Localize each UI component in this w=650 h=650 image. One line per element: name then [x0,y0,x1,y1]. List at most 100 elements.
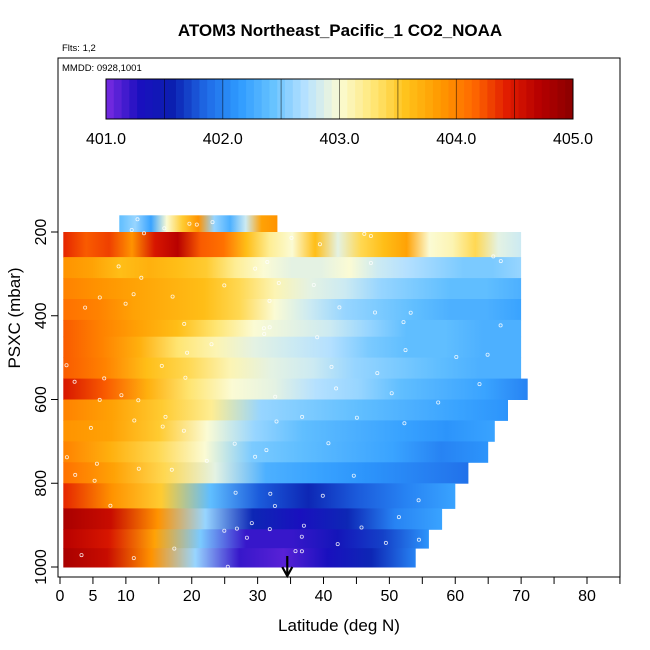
observation-point [233,490,238,495]
colorbar-segment [230,79,239,119]
colorbar [105,78,574,120]
colorbar-segment [261,79,270,119]
colorbar-segment [565,79,574,119]
observation-point [139,275,144,280]
chart-title: ATOM3 Northeast_Pacific_1 CO2_NOAA [178,21,502,40]
heatmap-layer [63,357,522,379]
x-tick-label: 10 [117,588,135,605]
observation-point [272,503,277,508]
heatmap-layer [63,299,522,321]
observation-point [416,498,421,503]
colorbar-segment [238,79,247,119]
observation-point [267,325,272,330]
observation-point [362,231,367,236]
colorbar-segment [495,79,504,119]
observation-point [88,425,93,430]
heatmap-layer [63,378,528,400]
colorbar-tick-label: 405.0 [553,131,593,148]
colorbar-segment [323,79,333,119]
colorbar-segment [401,79,410,119]
observation-point [64,363,69,368]
observation-point [389,391,394,396]
observation-point [477,382,482,387]
observation-point [182,321,187,326]
x-tick-label: 60 [446,588,464,605]
observation-point [267,527,272,532]
colorbar-segment [339,79,348,119]
colorbar-segment [378,79,387,119]
observation-point [359,525,364,530]
heatmap-layer [63,483,456,509]
observation-points [64,217,503,569]
colorbar-segment [526,79,535,119]
colorbar-segment [355,79,364,119]
observation-point [326,441,331,446]
colorbar-segment [121,79,130,119]
y-tick-label: 800 [33,470,50,497]
colorbar-segment [199,79,208,119]
observation-point [181,428,186,433]
colorbar-segment [370,79,379,119]
y-tick-label: 1000 [33,549,50,585]
x-tick-label: 40 [315,588,333,605]
x-tick-label: 30 [249,588,267,605]
colorbar-segment [168,79,177,119]
observation-point [210,220,215,225]
colorbar-segment [137,79,146,119]
x-tick-label: 80 [578,588,596,605]
colorbar-segment [308,79,317,119]
observation-point [135,217,140,222]
observation-point [491,254,496,259]
colorbar-segment [456,79,465,119]
colorbar-segment [285,79,294,119]
colorbar-segment [549,79,558,119]
observation-point [187,221,192,226]
observation-point [183,375,188,380]
colorbar-segment [471,79,480,119]
observation-point [416,537,421,542]
colorbar-segment [432,79,442,119]
observation-point [402,421,407,426]
observation-point [317,242,322,247]
heatmap-layer [63,548,416,568]
y-axis: 200 400 600 800 1000 [33,219,58,585]
observation-point [253,266,258,271]
x-tick-label: 20 [183,588,201,605]
heatmap-layer [63,278,522,300]
observation-point [72,379,77,384]
observation-point [119,393,124,398]
observation-point [163,414,168,419]
observation-point [454,354,459,359]
y-tick-label: 200 [33,219,50,246]
observation-point [262,331,267,336]
observation-point [401,320,406,325]
heatmap-layer [63,399,509,421]
observation-point [249,521,254,526]
observation-point [123,301,128,306]
observation-point [79,553,84,558]
y-axis-label: PSXC (mbar) [5,267,24,368]
observation-point [320,493,325,498]
observation-point [264,448,269,453]
observation-point [276,280,281,285]
observation-point [102,376,107,381]
observation-point [335,542,340,547]
colorbar-tick-label: 401.0 [86,131,126,148]
observation-point [131,556,136,561]
observation-point [194,222,199,227]
x-tick-label: 5 [88,588,97,605]
observation-point [485,352,490,357]
colorbar-segment [183,79,193,119]
colorbar-segment [331,79,340,119]
observation-point [293,549,298,554]
colorbar-segment [479,79,488,119]
observation-point [274,419,279,424]
observation-point [204,458,209,463]
arrow-marker [281,556,294,579]
observation-point [315,335,320,340]
colorbar-segment [518,79,527,119]
observation-point [368,260,373,265]
observation-point [141,231,146,236]
flights-note: Flts: 1,2 [62,43,96,54]
